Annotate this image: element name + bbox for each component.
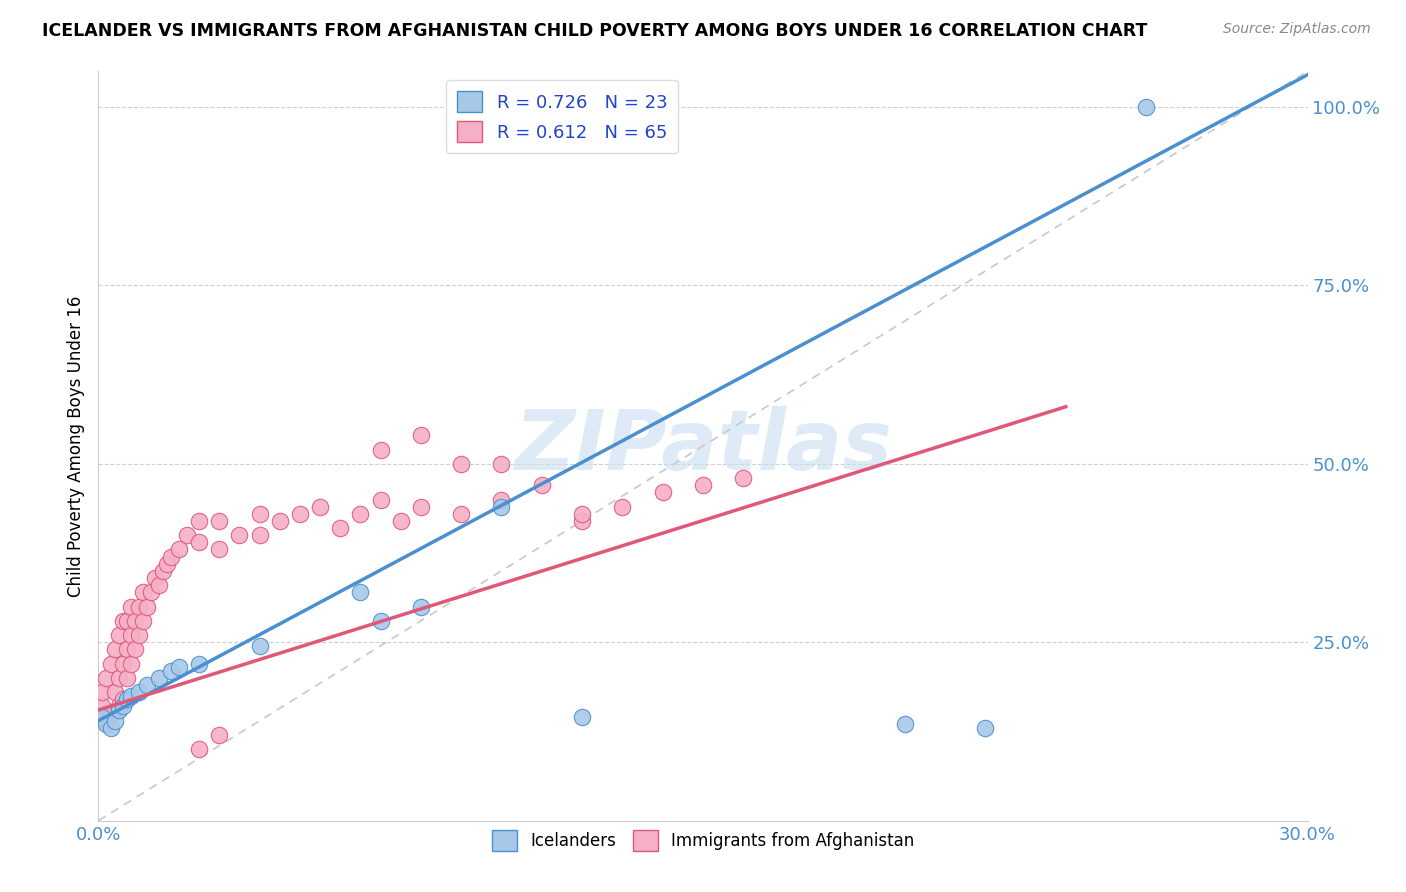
Legend: Icelanders, Immigrants from Afghanistan: Icelanders, Immigrants from Afghanistan: [485, 823, 921, 857]
Point: [208, 542, 231, 557]
Point: [370, 614, 392, 628]
Point: [389, 514, 412, 528]
Point: [491, 457, 513, 471]
Point: [176, 528, 198, 542]
Point: [167, 542, 190, 557]
Point: [893, 717, 915, 731]
Point: [450, 507, 472, 521]
Point: [107, 671, 129, 685]
Point: [188, 514, 211, 528]
Point: [100, 657, 122, 671]
Point: [1135, 100, 1157, 114]
Point: [115, 642, 138, 657]
Point: [132, 585, 155, 599]
Point: [409, 599, 432, 614]
Point: [450, 457, 472, 471]
Point: [103, 642, 125, 657]
Point: [143, 571, 166, 585]
Point: [188, 535, 211, 549]
Point: [156, 557, 179, 571]
Point: [974, 721, 997, 735]
Point: [249, 639, 271, 653]
Point: [228, 528, 250, 542]
Point: [571, 710, 593, 724]
Point: [96, 714, 118, 728]
Point: [612, 500, 634, 514]
Point: [107, 703, 129, 717]
Point: [188, 742, 211, 756]
Point: [329, 521, 352, 535]
Point: [120, 689, 142, 703]
Point: [111, 699, 134, 714]
Point: [733, 471, 755, 485]
Point: [160, 664, 183, 678]
Point: [249, 528, 271, 542]
Point: [349, 507, 371, 521]
Point: [124, 642, 146, 657]
Point: [115, 614, 138, 628]
Point: [120, 657, 142, 671]
Point: [111, 692, 134, 706]
Point: [120, 599, 142, 614]
Point: [491, 500, 513, 514]
Point: [132, 614, 155, 628]
Point: [288, 507, 311, 521]
Point: [135, 678, 157, 692]
Point: [107, 699, 129, 714]
Point: [349, 585, 371, 599]
Point: [115, 692, 138, 706]
Point: [91, 710, 114, 724]
Y-axis label: Child Poverty Among Boys Under 16: Child Poverty Among Boys Under 16: [66, 295, 84, 597]
Point: [692, 478, 714, 492]
Point: [491, 492, 513, 507]
Point: [370, 492, 392, 507]
Point: [309, 500, 332, 514]
Point: [103, 714, 125, 728]
Point: [148, 671, 170, 685]
Point: [571, 514, 593, 528]
Point: [111, 614, 134, 628]
Point: [103, 685, 125, 699]
Point: [139, 585, 162, 599]
Point: [571, 507, 593, 521]
Point: [188, 657, 211, 671]
Point: [651, 485, 673, 500]
Point: [100, 721, 122, 735]
Point: [124, 614, 146, 628]
Point: [208, 514, 231, 528]
Point: [128, 628, 150, 642]
Point: [160, 549, 183, 564]
Point: [96, 671, 118, 685]
Point: [530, 478, 553, 492]
Point: [167, 660, 190, 674]
Point: [208, 728, 231, 742]
Point: [91, 699, 114, 714]
Point: [107, 628, 129, 642]
Point: [96, 717, 118, 731]
Point: [111, 657, 134, 671]
Point: [91, 685, 114, 699]
Point: [135, 599, 157, 614]
Point: [269, 514, 291, 528]
Point: [120, 628, 142, 642]
Point: [100, 706, 122, 721]
Point: [128, 685, 150, 699]
Text: ICELANDER VS IMMIGRANTS FROM AFGHANISTAN CHILD POVERTY AMONG BOYS UNDER 16 CORRE: ICELANDER VS IMMIGRANTS FROM AFGHANISTAN…: [42, 22, 1147, 40]
Text: ZIPatlas: ZIPatlas: [515, 406, 891, 486]
Point: [249, 507, 271, 521]
Point: [148, 578, 170, 592]
Point: [409, 428, 432, 442]
Point: [115, 671, 138, 685]
Point: [370, 442, 392, 457]
Point: [128, 599, 150, 614]
Point: [409, 500, 432, 514]
Point: [152, 564, 174, 578]
Text: Source: ZipAtlas.com: Source: ZipAtlas.com: [1223, 22, 1371, 37]
